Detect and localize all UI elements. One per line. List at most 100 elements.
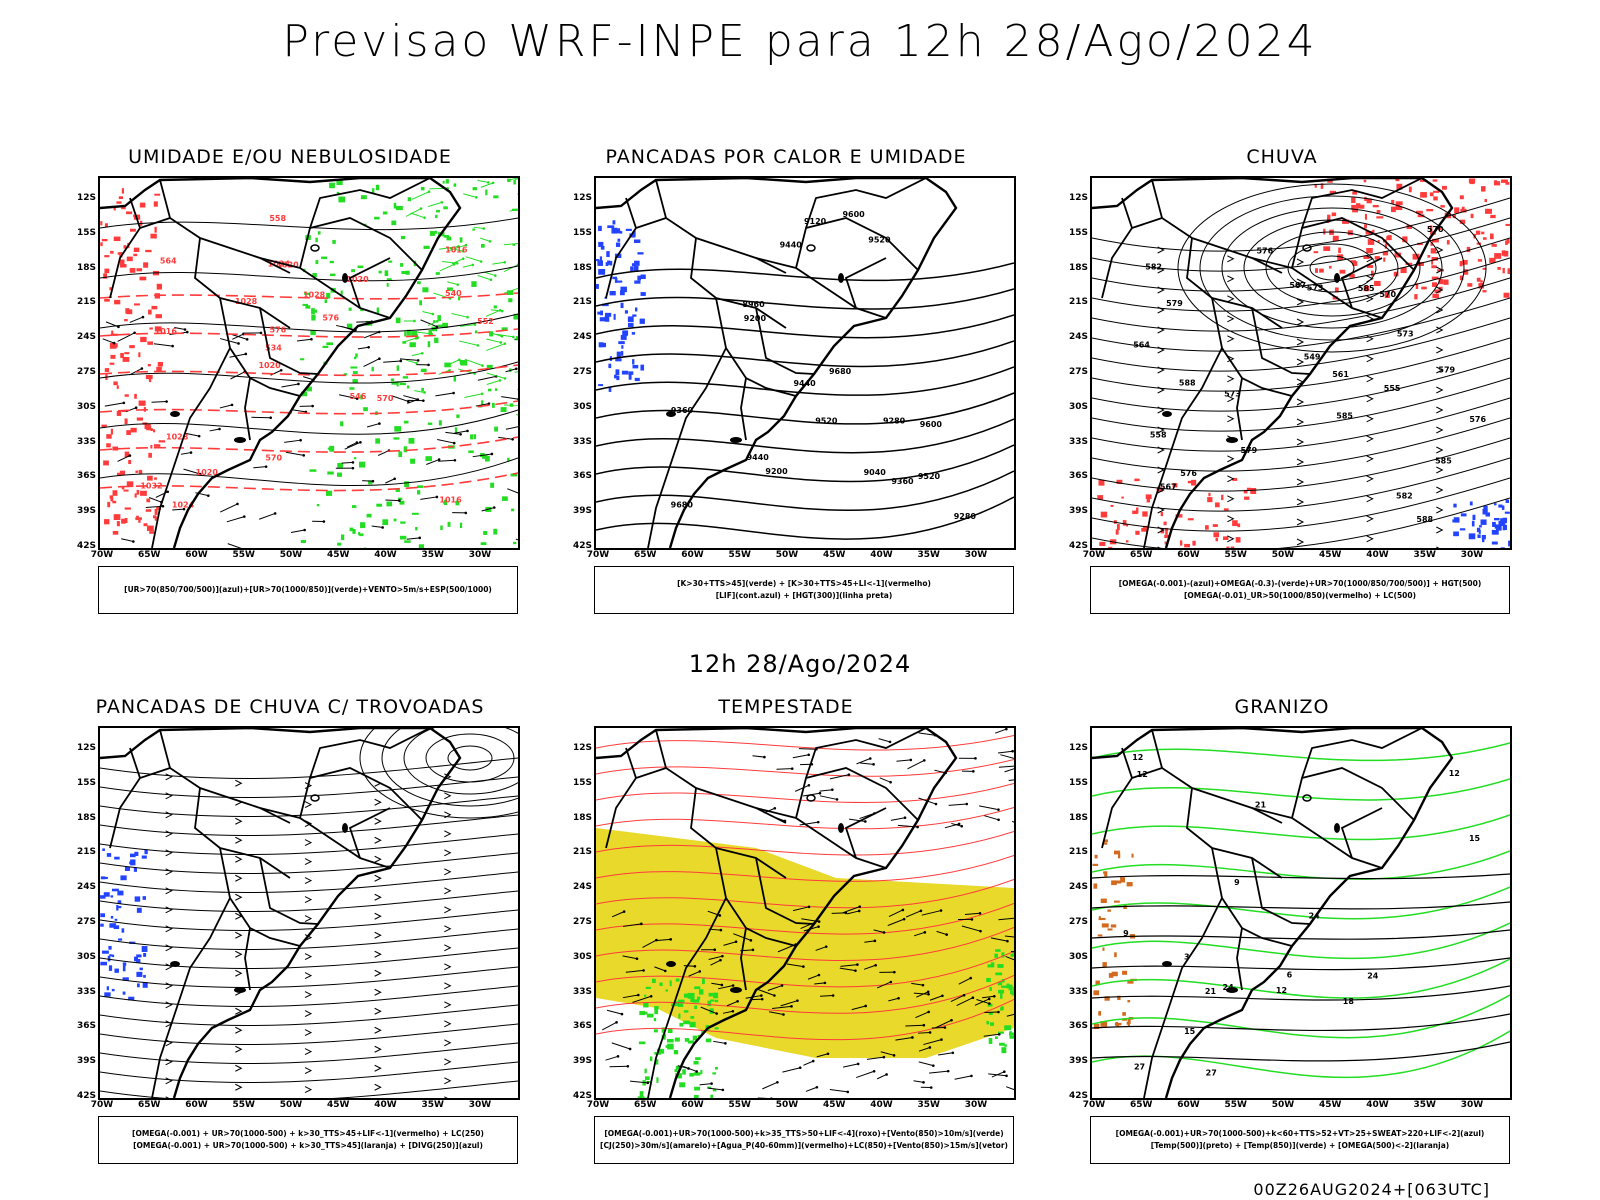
- wind-vector: [220, 503, 238, 513]
- wind-vector: [405, 208, 422, 217]
- speckle: [122, 991, 126, 995]
- lon-tick-label: 35W: [421, 550, 444, 560]
- vector-head: [189, 451, 193, 454]
- streamline: [100, 871, 518, 894]
- arrowhead: [1227, 455, 1235, 463]
- speckle: [1446, 240, 1450, 245]
- vector-head: [419, 207, 423, 210]
- contour-label: 9360: [671, 406, 694, 415]
- city-marker: [838, 273, 844, 283]
- vector-head: [719, 928, 723, 932]
- arrowhead: [1436, 506, 1444, 514]
- lat-tick-label: 39S: [1068, 506, 1088, 517]
- speckle: [1136, 507, 1139, 514]
- border-line: [1101, 767, 1163, 849]
- speckle: [134, 393, 137, 399]
- speckle: [399, 382, 406, 386]
- arrowhead: [1227, 495, 1235, 503]
- map-frame[interactable]: 588 588 585 582 585 579 576 573 570 567 585 582 579 5…: [1090, 176, 1512, 550]
- speckle: [607, 225, 615, 229]
- speckle: [124, 517, 128, 523]
- arrowhead: [165, 830, 173, 838]
- vector-head: [466, 429, 469, 433]
- wind-vector: [437, 439, 455, 444]
- speckle: [1443, 279, 1449, 285]
- speckle: [1383, 257, 1386, 262]
- contour-label: 1028: [166, 432, 189, 441]
- legend-line: [OMEGA(-0.01)_UR>50(1000/850)(vermelho) …: [1183, 591, 1417, 600]
- arrowhead: [165, 811, 173, 819]
- speckle: [121, 928, 125, 933]
- map-frame[interactable]: [594, 726, 1016, 1100]
- speckle: [388, 260, 393, 263]
- speckle: [1094, 854, 1098, 859]
- speckle: [1110, 924, 1117, 928]
- speckle: [598, 225, 602, 232]
- speckle: [341, 534, 345, 541]
- speckle: [100, 923, 104, 927]
- wind-vector: [915, 1011, 929, 1019]
- lat-tick-label: 18S: [76, 812, 96, 823]
- wind-vector: [181, 452, 192, 455]
- map-frame[interactable]: 9680 9600 9680 9520 9440 9600 9520 9520 9360 9440…: [594, 176, 1016, 550]
- speckle: [134, 303, 140, 306]
- wind-vector: [896, 759, 911, 762]
- speckle: [1122, 970, 1128, 975]
- speckle: [109, 954, 113, 957]
- speckle: [684, 1038, 690, 1042]
- contour-label: 576: [1256, 246, 1273, 255]
- speckle: [1506, 238, 1510, 244]
- map-frame[interactable]: [98, 726, 520, 1100]
- speckle: [994, 1036, 998, 1039]
- lat-tick-label: 12S: [572, 743, 592, 753]
- speckle: [694, 1086, 700, 1091]
- height-contour: [596, 314, 1014, 339]
- speckle: [376, 503, 383, 507]
- speckle: [1246, 487, 1252, 491]
- speckle: [1395, 178, 1400, 182]
- lat-tick-label: 39S: [1068, 1056, 1088, 1067]
- border-line: [740, 377, 747, 441]
- contour-label: 9280: [883, 416, 906, 425]
- arrowhead: [1157, 326, 1165, 334]
- speckle: [1352, 261, 1358, 266]
- vector-head: [941, 994, 944, 998]
- speckle: [351, 269, 356, 273]
- speckle: [315, 237, 318, 243]
- arrowhead: [304, 991, 313, 999]
- wind-vector: [362, 480, 373, 482]
- vector-head: [218, 427, 221, 431]
- speckle: [1432, 179, 1438, 182]
- legend-line: [CJ(250)>30m/s](amarelo)+[Agua_P(40-60mm…: [600, 1141, 1008, 1150]
- lat-tick-label: 15S: [572, 777, 592, 788]
- speckle: [106, 443, 111, 448]
- speckle: [1496, 524, 1502, 531]
- speckle: [492, 402, 495, 408]
- speckle: [393, 518, 397, 522]
- map-frame[interactable]: 12 12 9 12 15 18 21 24 27 24 21 24 27 3 6 9 12 15: [1090, 726, 1512, 1100]
- height-contour: [596, 288, 1014, 310]
- vector-head: [854, 969, 857, 972]
- speckle: [1400, 267, 1407, 274]
- country-borders: [596, 178, 958, 548]
- vector-head: [415, 361, 418, 365]
- lon-tick-label: 50W: [1271, 1100, 1295, 1110]
- wind-vector: [911, 982, 924, 986]
- speckle: [1491, 541, 1498, 545]
- speckle: [1476, 527, 1481, 533]
- wind-vector: [840, 964, 858, 967]
- vector-head: [198, 472, 202, 476]
- lat-tick-label: 36S: [76, 1021, 96, 1032]
- speckle: [1482, 267, 1486, 270]
- speckle: [701, 1029, 704, 1035]
- speckle: [133, 253, 138, 257]
- speckle: [420, 368, 427, 373]
- wind-vector: [357, 346, 369, 350]
- speckle: [346, 323, 353, 329]
- speckle: [110, 250, 114, 254]
- map-frame[interactable]: 1016 1016 1016 1020 1020 1024 1024 1028 1028 1028…: [98, 176, 520, 550]
- speckle: [378, 270, 382, 274]
- arrowhead: [444, 1001, 452, 1009]
- speckle: [329, 445, 335, 452]
- legend-line: [OMEGA(-0.001) + UR>70(1000-500) + k>30_…: [133, 1141, 483, 1150]
